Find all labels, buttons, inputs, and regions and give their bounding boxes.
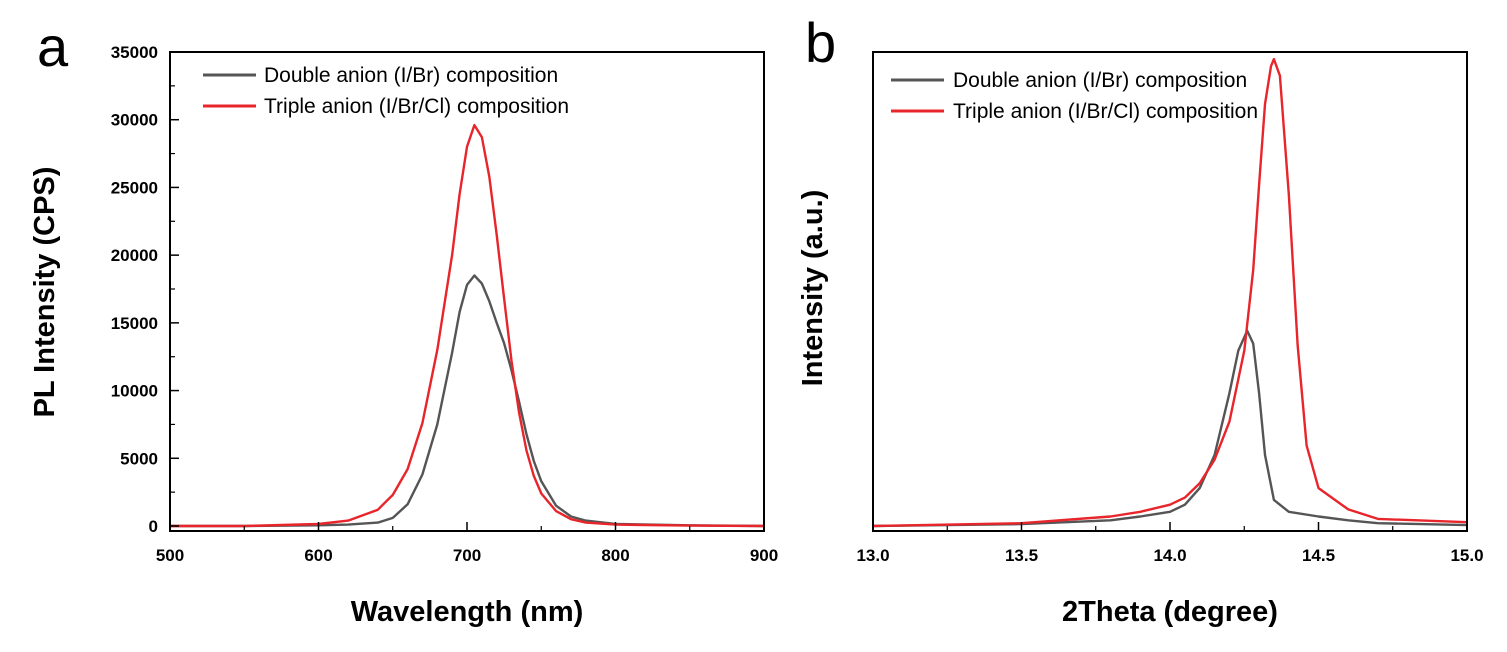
y-tick-label-a-2: 10000 (111, 382, 158, 401)
x-tick-label-b-4: 15.0 (1450, 546, 1483, 565)
y-tick-label-a-7: 35000 (111, 43, 158, 62)
panel-label-a: a (37, 15, 69, 78)
plot-area-a (170, 123, 765, 528)
x-tick-label-a-0: 500 (156, 546, 184, 565)
series-line-b-0 (872, 329, 1468, 528)
plot-frame-b (872, 51, 1468, 532)
y-axis-title-b: Intensity (a.u.) (797, 190, 829, 387)
series-line-a-1 (170, 123, 765, 528)
y-tick-label-a-1: 5000 (120, 449, 158, 468)
series-line-a-0 (170, 274, 765, 528)
plot-area-b (872, 57, 1468, 528)
x-ticks-b: 13.0 13.5 14.0 14.5 15.0 (856, 522, 1484, 565)
y-ticks-a: 0 5000 10000 15000 20000 25000 30000 35000 (111, 43, 179, 536)
legend-label-triple-a: Triple anion (I/Br/Cl) composition (264, 95, 569, 118)
legend-a: Double anion (I/Br) composition Triple a… (203, 64, 569, 118)
x-tick-label-a-4: 900 (750, 546, 778, 565)
y-axis-title-a: PL Intensity (CPS) (29, 167, 61, 418)
x-tick-label-a-3: 800 (601, 546, 629, 565)
x-ticks-a: 500 600 700 800 900 (156, 522, 778, 565)
x-tick-label-a-2: 700 (453, 546, 481, 565)
y-tick-label-a-3: 15000 (111, 314, 158, 333)
panel-label-b: b (805, 11, 836, 74)
legend-label-double-b: Double anion (I/Br) composition (953, 69, 1247, 92)
legend-label-triple-b: Triple anion (I/Br/Cl) composition (953, 100, 1258, 123)
x-axis-title-b: 2Theta (degree) (1062, 596, 1278, 628)
x-tick-label-b-0: 13.0 (856, 546, 889, 565)
panel-a: a 500 600 700 800 900 0 5000 10000 15000 20000 25… (29, 15, 778, 628)
plot-frame-a (169, 51, 765, 532)
x-axis-title-a: Wavelength (nm) (351, 596, 584, 628)
series-line-b-1 (872, 57, 1468, 528)
y-tick-label-a-4: 20000 (111, 246, 158, 265)
x-tick-label-b-2: 14.0 (1153, 546, 1186, 565)
y-tick-label-a-5: 25000 (111, 178, 158, 197)
legend-b: Double anion (I/Br) composition Triple a… (891, 69, 1258, 123)
x-tick-label-b-1: 13.5 (1005, 546, 1038, 565)
y-tick-label-a-0: 0 (149, 517, 158, 536)
panel-b: b 13.0 13.5 14.0 14.5 15.0 2Theta (degree) I… (797, 11, 1484, 628)
x-tick-label-b-3: 14.5 (1302, 546, 1335, 565)
legend-label-double-a: Double anion (I/Br) composition (264, 64, 558, 87)
y-tick-label-a-6: 30000 (111, 111, 158, 130)
x-tick-label-a-1: 600 (304, 546, 332, 565)
